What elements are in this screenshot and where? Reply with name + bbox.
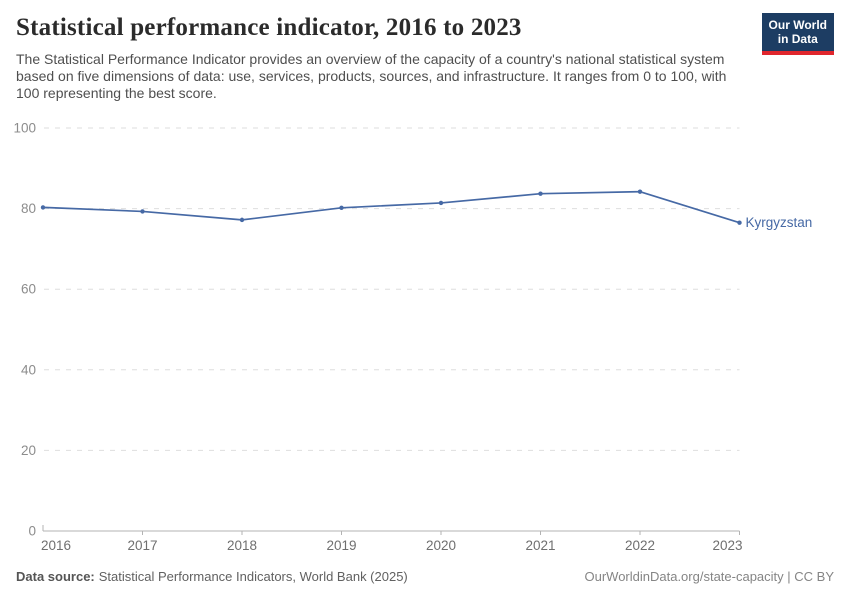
data-point-marker (140, 209, 145, 214)
x-tick-label: 2023 (712, 538, 742, 553)
owid-logo[interactable]: Our World in Data (761, 13, 834, 55)
y-tick-label: 80 (21, 201, 36, 216)
x-tick-label: 2019 (326, 538, 356, 553)
y-tick-label: 40 (21, 362, 36, 377)
chart-header: Statistical performance indicator, 2016 … (16, 14, 750, 102)
logo-line2: in Data (777, 32, 818, 47)
data-point-marker (438, 200, 444, 206)
line-chart-svg: 0 20 40 60 80 100 2016 2017 2018 2019 2020 2021 2022… (13, 121, 813, 554)
chart-subtitle: The Statistical Performance Indicator pr… (16, 51, 727, 102)
y-tick-label: 20 (21, 443, 36, 458)
series-line (42, 190, 740, 224)
data-point-marker (40, 205, 46, 210)
data-point-marker (737, 220, 742, 225)
x-tick-label: 2022 (625, 538, 655, 553)
y-tick-label: 0 (28, 524, 36, 539)
data-point-marker (339, 205, 344, 210)
y-tick-label: 100 (13, 121, 36, 136)
x-tick-label: 2020 (426, 538, 456, 553)
data-point-marker (637, 189, 643, 194)
y-tick-label: 60 (21, 282, 36, 297)
data-point-marker (538, 191, 543, 196)
x-tick-label: 2016 (41, 538, 71, 553)
logo-line1: Our World (768, 18, 827, 32)
owid-citation-link[interactable]: OurWorldinData.org/state-capacity | CC B… (584, 569, 834, 584)
x-tick-label: 2017 (127, 538, 157, 553)
x-tick-label: 2018 (227, 538, 257, 553)
data-source-label: Data source: (16, 569, 95, 584)
chart-footer: Data source: Statistical Performance Indi… (16, 569, 834, 584)
page-title: Statistical performance indicator, 2016 … (16, 14, 522, 41)
data-source-text: Statistical Performance Indicators, Worl… (98, 569, 408, 584)
data-point-marker (239, 217, 245, 223)
data-source: Data source: Statistical Performance Indi… (16, 569, 408, 584)
series-label[interactable]: Kyrgyzstan (746, 215, 813, 230)
x-tick-label: 2021 (525, 538, 555, 553)
